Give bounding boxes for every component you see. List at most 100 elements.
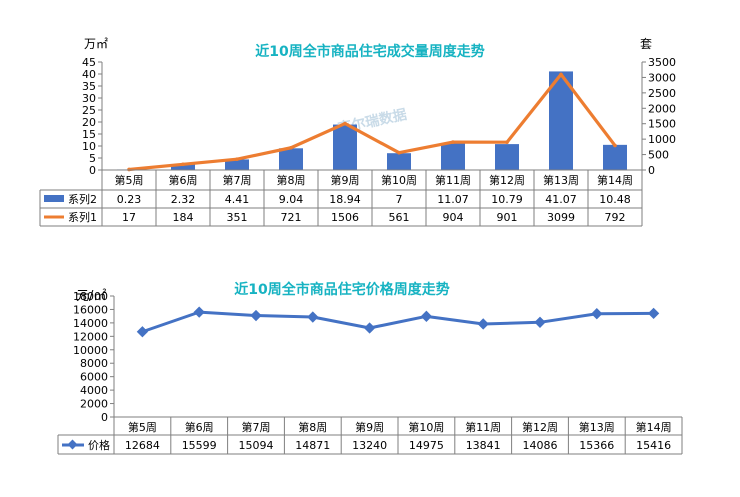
right-tick-label: 3500: [648, 56, 676, 69]
data-label: 13240: [352, 439, 387, 452]
bar: [171, 164, 195, 170]
data-label: 14871: [295, 439, 330, 452]
category-label: 第10周: [408, 420, 444, 434]
data-label: 792: [605, 211, 626, 224]
bar: [279, 148, 303, 170]
line-point: [613, 143, 617, 148]
data-label: 14975: [409, 439, 444, 452]
data-label: 14086: [523, 439, 558, 452]
left-tick-label: 0: [89, 164, 96, 177]
data-label: 15094: [239, 439, 274, 452]
data-label: 4.41: [225, 193, 250, 206]
left-tick-label: 10000: [73, 344, 108, 357]
left-tick-label: 35: [82, 80, 96, 93]
data-label: 11.07: [437, 193, 469, 206]
category-label: 第6周: [169, 173, 198, 187]
left-tick-label: 45: [82, 56, 96, 69]
volume-chart: 近10周全市商品住宅成交量周度走势 万㎡ 套 克尔瑞数据 05101520253…: [39, 37, 676, 227]
bar: [441, 143, 465, 170]
right-tick-label: 3000: [648, 71, 676, 84]
line-point: [559, 72, 563, 77]
bar: [549, 71, 573, 170]
volume-bars: [117, 71, 627, 171]
right-tick-label: 1500: [648, 118, 676, 131]
data-label: 10.48: [599, 193, 631, 206]
price-line: [136, 306, 660, 338]
line-point: [343, 121, 347, 126]
category-label: 第12周: [489, 173, 525, 187]
category-label: 第8周: [277, 173, 306, 187]
data-label: 17: [122, 211, 136, 224]
data-label: 184: [173, 211, 194, 224]
bar: [225, 159, 249, 170]
category-label: 第13周: [543, 173, 579, 187]
data-label: 9.04: [279, 193, 304, 206]
data-label: 561: [389, 211, 410, 224]
data-label: 1506: [331, 211, 359, 224]
left-tick-label: 30: [82, 92, 96, 105]
data-label: 41.07: [545, 193, 577, 206]
data-label: 13841: [466, 439, 501, 452]
category-label: 第5周: [115, 173, 144, 187]
category-label: 第10周: [381, 173, 417, 187]
category-label: 第7周: [242, 420, 271, 434]
data-label: 901: [497, 211, 518, 224]
volume-chart-title: 近10周全市商品住宅成交量周度走势: [255, 43, 484, 60]
category-label: 第11周: [435, 173, 471, 187]
legend-label: 系列2: [68, 192, 97, 206]
left-tick-label: 18000: [73, 290, 108, 303]
category-label: 第9周: [331, 173, 360, 187]
line-point: [181, 162, 185, 167]
left-tick-label: 5: [89, 152, 96, 165]
legend-label: 价格: [88, 438, 110, 452]
price-chart: 近10周全市商品住宅价格周度走势 元/㎡ 0200040006000800010…: [57, 281, 683, 455]
legend-label: 系列1: [68, 210, 97, 224]
left-tick-label: 2000: [80, 398, 108, 411]
line-point: [397, 150, 401, 155]
volume-right-unit: 套: [640, 37, 652, 51]
right-tick-label: 0: [648, 164, 655, 177]
bar: [387, 153, 411, 170]
left-tick-label: 40: [82, 68, 96, 81]
bar: [333, 124, 357, 170]
right-tick-label: 2500: [648, 87, 676, 100]
data-label: 15366: [579, 439, 614, 452]
line-point: [289, 145, 293, 150]
price-chart-title: 近10周全市商品住宅价格周度走势: [234, 281, 449, 298]
left-tick-label: 6000: [80, 371, 108, 384]
line-point: [505, 140, 509, 144]
series-line: [141, 310, 654, 334]
line-marker: [136, 326, 149, 338]
category-label: 第14周: [636, 420, 672, 434]
volume-left-unit: 万㎡: [84, 37, 108, 51]
data-label: 18.94: [329, 193, 361, 206]
left-tick-label: 14000: [73, 317, 108, 330]
left-tick-label: 15: [82, 128, 96, 141]
data-label: 15416: [636, 439, 671, 452]
line-marker: [477, 318, 489, 330]
category-label: 第12周: [522, 420, 558, 434]
volume-axes: 0510152025303540450500100015002000250030…: [82, 56, 676, 177]
line-marker: [591, 308, 603, 320]
right-tick-label: 1000: [648, 133, 676, 146]
line-marker: [420, 310, 433, 322]
line-marker: [307, 311, 319, 323]
data-label: 10.79: [491, 193, 523, 206]
left-tick-label: 8000: [80, 357, 108, 370]
data-label: 0.23: [117, 193, 142, 206]
line-marker: [647, 307, 660, 320]
category-label: 第13周: [579, 420, 615, 434]
left-tick-label: 0: [101, 411, 108, 424]
left-tick-label: 4000: [80, 384, 108, 397]
bar: [495, 144, 519, 170]
legend-key-bar: [44, 195, 64, 202]
data-label: 2.32: [171, 193, 196, 206]
data-label: 7: [396, 193, 403, 206]
price-left-unit: 元/㎡: [76, 289, 106, 304]
data-label: 15599: [182, 439, 217, 452]
category-label: 第7周: [223, 173, 252, 187]
data-label: 721: [281, 211, 302, 224]
